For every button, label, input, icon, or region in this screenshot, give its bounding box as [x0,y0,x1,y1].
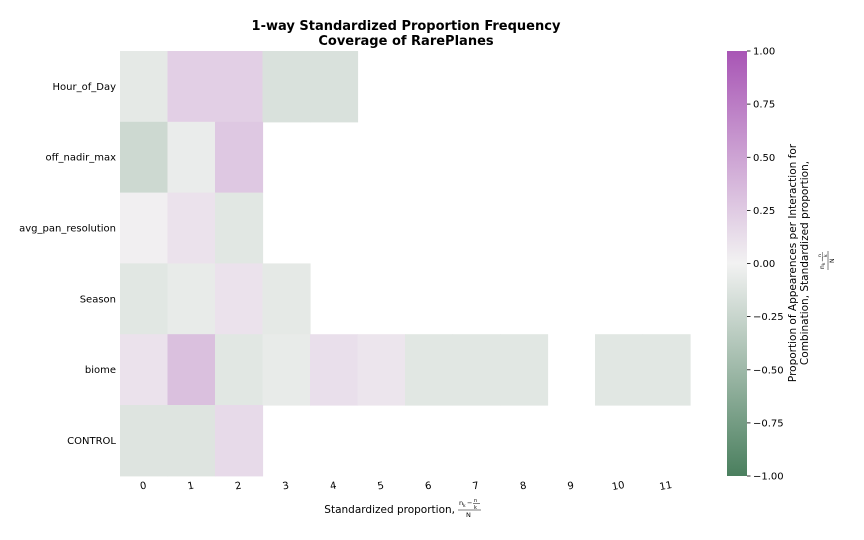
y-tick-label: avg_pan_resolution [19,224,116,235]
colorbar-tick-label: −0.75 [753,418,784,429]
y-tick-label: off_nadir_max [46,153,117,164]
colorbar-tick-label: −1.00 [753,472,784,483]
svg-text:k: k [823,254,829,257]
colorbar-label-formula: nk − n k N [818,251,836,270]
heatmap-cell [310,334,359,406]
x-tick-label: 10 [611,480,625,493]
heatmap-cell [310,51,359,123]
heatmap-cell [167,405,216,477]
x-tick-label: 1 [187,481,195,493]
chart-title: 1-way Standardized Proportion Frequency [252,19,561,34]
colorbar-tick-label: −0.25 [753,312,784,323]
heatmap-cell [120,405,169,477]
svg-text:−: − [819,257,826,262]
heatmap-cell [167,334,216,406]
heatmap-cell [215,334,264,406]
heatmap-cell [215,263,264,335]
svg-text:n: n [474,498,477,504]
heatmap-cell [262,334,311,406]
colorbar-tick-label: 0.00 [753,259,775,270]
colorbar-tick-label: 0.25 [753,206,775,217]
heatmap-cell [120,51,169,123]
x-tick-label: 5 [377,481,385,493]
heatmap-cell [120,334,169,406]
heatmap-cell [595,334,644,406]
x-tick-label: 4 [329,481,337,493]
heatmap-cells [120,51,691,477]
heatmap-cell [167,263,216,335]
x-tick-label: 2 [234,481,242,493]
x-tick-label: 0 [139,481,147,493]
y-tick-label: Season [80,294,116,305]
colorbar-ticks: 1.00 0.75 0.50 0.25 0.00 −0.25 −0.50 −0.75 −1.00 [747,47,784,483]
heatmap-cell [500,334,549,406]
x-tick-label: 7 [472,481,480,493]
x-tick-label: 9 [567,481,575,493]
x-tick-labels: 0 1 2 3 4 5 6 7 8 9 10 11 [139,480,673,493]
svg-text:k: k [821,262,826,265]
svg-text:−: − [467,499,472,507]
y-tick-labels: Hour_of_Day off_nadir_max avg_pan_resoluti… [19,82,116,447]
heatmap-cell [120,192,169,264]
colorbar-label-line1: Proportion of Appearences per Interactio… [787,143,799,382]
heatmap-cell [262,51,311,123]
svg-text:N: N [466,511,471,519]
heatmap-cell [167,51,216,123]
heatmap-cell [452,334,501,406]
y-tick-label: biome [85,365,116,376]
heatmap-cell [262,263,311,335]
heatmap-cell [167,121,216,194]
x-tick-label: 8 [519,481,527,493]
colorbar-tick-label: 0.75 [753,100,775,111]
svg-text:N: N [829,259,836,264]
x-tick-label: 3 [282,481,290,493]
svg-text:n: n [819,265,826,269]
svg-text:k: k [463,503,466,509]
colorbar [727,51,747,476]
chart-subtitle: Coverage of RarePlanes [318,34,494,49]
heatmap-cell [215,405,264,477]
svg-text:n: n [818,254,823,257]
heatmap-cell [642,334,691,406]
heatmap-cell [215,192,264,264]
heatmap-cell [120,121,169,194]
colorbar-label: Proportion of Appearences per Interactio… [787,143,836,382]
heatmap-cell [357,334,406,406]
svg-text:n: n [459,499,463,507]
colorbar-tick-label: 0.50 [753,153,775,164]
heatmap-cell [120,263,169,335]
colorbar-tick-label: 1.00 [753,47,775,58]
y-tick-label: CONTROL [67,436,116,447]
heatmap-cell [405,334,454,406]
heatmap-cell [215,51,264,123]
colorbar-tick-label: −0.50 [753,365,784,376]
heatmap-cell [167,192,216,264]
x-tick-label: 6 [424,481,432,493]
heatmap-cell [215,121,264,194]
x-tick-label: 11 [659,480,673,493]
colorbar-label-line2: Combination, Standardized proportion, [799,161,811,365]
svg-text:k: k [474,505,477,511]
x-axis-title: Standardized proportion, [324,504,455,516]
y-tick-label: Hour_of_Day [53,82,117,93]
